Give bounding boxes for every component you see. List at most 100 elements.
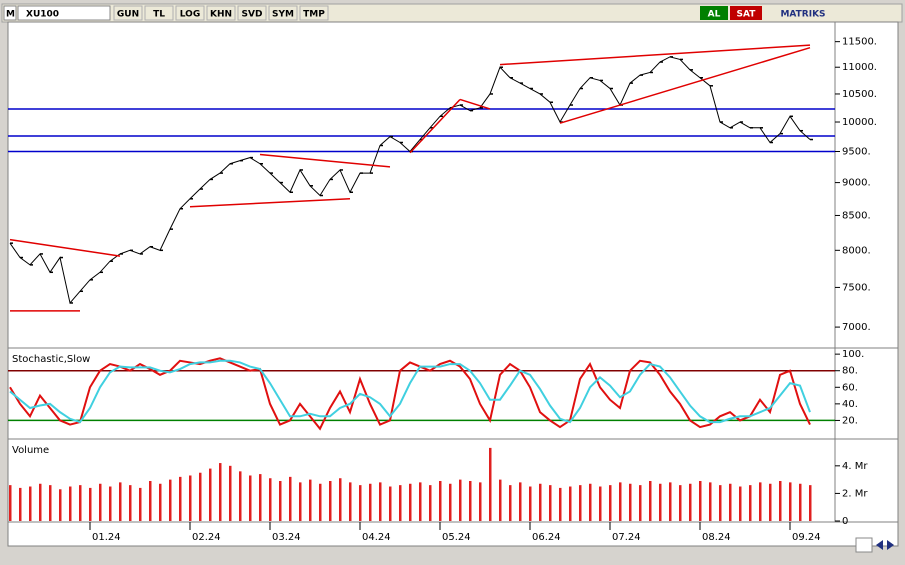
x-tick-label: 02.24 bbox=[192, 532, 221, 543]
volume-bar bbox=[509, 485, 512, 521]
volume-bar bbox=[139, 487, 142, 521]
volume-bar bbox=[449, 483, 452, 521]
volume-bar bbox=[499, 479, 502, 521]
volume-bar bbox=[439, 481, 442, 521]
sell-label: SAT bbox=[737, 10, 757, 20]
series-line bbox=[9, 357, 811, 431]
volume-bar bbox=[739, 486, 742, 521]
y-tick-label: 9500. bbox=[842, 147, 871, 158]
y-tick-label: 100. bbox=[842, 349, 864, 360]
volume-bar bbox=[659, 483, 662, 521]
y-tick-label: 4. Mr bbox=[842, 461, 868, 472]
volume-bar bbox=[309, 479, 312, 521]
volume-bar bbox=[259, 474, 262, 521]
volume-bar bbox=[159, 483, 162, 521]
volume-bar bbox=[79, 485, 82, 521]
toolbar-button-label: LOG bbox=[180, 10, 200, 20]
volume-bar bbox=[269, 478, 272, 521]
volume-bar bbox=[529, 486, 532, 521]
volume-bar bbox=[249, 475, 252, 521]
toolbar-button[interactable] bbox=[175, 5, 205, 21]
volume-bar bbox=[629, 483, 632, 521]
volume-bar bbox=[649, 481, 652, 521]
volume-bar bbox=[549, 485, 552, 521]
series-line bbox=[9, 359, 811, 424]
volume-bar bbox=[759, 482, 762, 521]
scroll-arrows[interactable] bbox=[876, 540, 894, 550]
volume-bar bbox=[809, 485, 812, 521]
volume-bar bbox=[469, 481, 472, 521]
symbol-box[interactable] bbox=[17, 5, 111, 21]
toolbar-button[interactable] bbox=[144, 5, 174, 21]
volume-bar bbox=[669, 482, 672, 521]
y-tick-label: 8500. bbox=[842, 210, 871, 221]
volume-bar bbox=[399, 485, 402, 521]
volume-bar bbox=[419, 482, 422, 521]
volume-bar bbox=[179, 476, 182, 521]
refresh-button[interactable] bbox=[855, 537, 873, 553]
logo-box bbox=[3, 5, 17, 21]
y-tick-label: 11000. bbox=[842, 62, 877, 73]
volume-bar bbox=[459, 479, 462, 521]
brand: MATRIKS bbox=[780, 10, 825, 20]
toolbar-button-label: TMP bbox=[303, 10, 325, 20]
volume-bar bbox=[379, 482, 382, 521]
y-tick-label: 40. bbox=[842, 399, 858, 410]
volume-bar bbox=[149, 481, 152, 521]
volume-bar bbox=[299, 482, 302, 521]
toolbar-button-label: KHN bbox=[210, 10, 232, 20]
buy-label: AL bbox=[708, 10, 721, 20]
volume-bar bbox=[749, 485, 752, 521]
volume-bar bbox=[49, 485, 52, 521]
volume-bar bbox=[319, 483, 322, 521]
y-tick-label: 11500. bbox=[842, 37, 877, 48]
volume-bar bbox=[209, 468, 212, 521]
toolbar-button[interactable] bbox=[237, 5, 267, 21]
volume-bar bbox=[169, 479, 172, 521]
volume-bar bbox=[639, 485, 642, 521]
volume-bar bbox=[89, 487, 92, 521]
volume-bar bbox=[719, 485, 722, 521]
volume-bar bbox=[429, 485, 432, 521]
x-tick-label: 08.24 bbox=[702, 532, 731, 543]
trendline bbox=[459, 98, 491, 110]
x-tick-label: 04.24 bbox=[362, 532, 391, 543]
volume-bar bbox=[389, 486, 392, 521]
pane-title: Stochastic,Slow bbox=[12, 354, 90, 365]
volume-bar bbox=[349, 482, 352, 521]
pane-title: Volume bbox=[12, 445, 49, 456]
toolbar-button[interactable] bbox=[299, 5, 329, 21]
toolbar-button[interactable] bbox=[113, 5, 143, 21]
trendline bbox=[559, 46, 811, 124]
buy-button[interactable] bbox=[700, 6, 728, 20]
x-tick-label: 07.24 bbox=[612, 532, 641, 543]
y-tick-label: 60. bbox=[842, 382, 858, 393]
volume-bar bbox=[609, 485, 612, 521]
sell-button[interactable] bbox=[730, 6, 762, 20]
volume-bar bbox=[19, 487, 22, 521]
toolbar-button[interactable] bbox=[206, 5, 236, 21]
trendline bbox=[409, 98, 461, 154]
y-tick-label: 20. bbox=[842, 415, 858, 426]
y-tick-label: 7500. bbox=[842, 282, 871, 293]
volume-bar bbox=[699, 481, 702, 521]
volume-bar bbox=[619, 482, 622, 521]
y-tick-label: 2. Mr bbox=[842, 488, 868, 499]
volume-bar bbox=[329, 481, 332, 521]
volume-bar bbox=[689, 483, 692, 521]
volume-bar bbox=[189, 475, 192, 521]
toolbar-button[interactable] bbox=[268, 5, 298, 21]
volume-bar bbox=[599, 486, 602, 521]
volume-bar bbox=[569, 486, 572, 521]
toolbar-button-label: GUN bbox=[117, 10, 139, 20]
volume-bar bbox=[709, 482, 712, 521]
volume-bar bbox=[369, 483, 372, 521]
x-tick-label: 03.24 bbox=[272, 532, 301, 543]
x-tick-label: 05.24 bbox=[442, 532, 471, 543]
volume-bar bbox=[539, 483, 542, 521]
volume-bar bbox=[119, 482, 122, 521]
volume-bar bbox=[199, 472, 202, 521]
trendline bbox=[9, 238, 121, 257]
volume-bar bbox=[39, 483, 42, 521]
